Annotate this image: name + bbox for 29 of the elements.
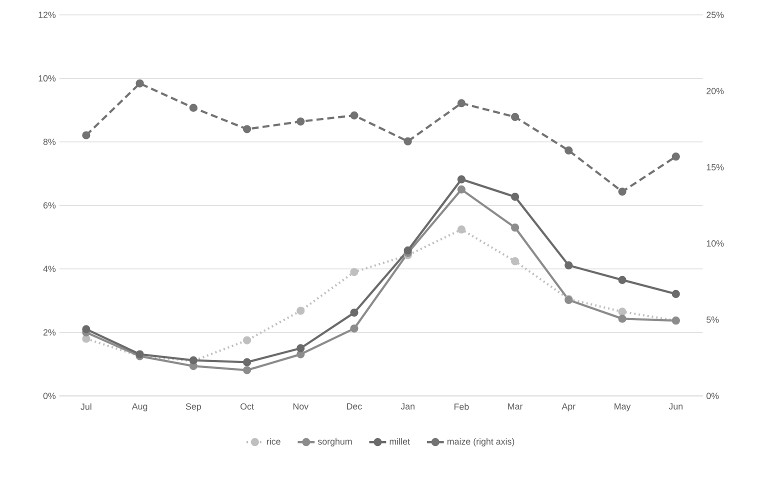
y-tick-label: 6%	[43, 202, 56, 209]
legend-label: sorghum	[318, 438, 352, 446]
y-tick-label: 0%	[43, 392, 56, 400]
y-tick-label: 4%	[43, 266, 56, 272]
y-tick-label: 12%	[38, 12, 56, 18]
x-tick-label: Jul	[80, 403, 92, 410]
x-tick-label: Nov	[293, 403, 309, 410]
x-tick-label: Aug	[132, 403, 148, 412]
x-tick-label: Jan	[400, 403, 414, 410]
legend-label: rice	[267, 438, 280, 445]
x-tick-label: Sep	[186, 403, 201, 412]
y-tick-label: 8%	[43, 138, 56, 146]
y2-tick-label: 15%	[706, 164, 724, 170]
legend-label: maize (right axis)	[447, 438, 514, 446]
x-tick-label: Apr	[562, 403, 576, 412]
y2-tick-label: 0%	[706, 392, 719, 400]
x-tick-label: Dec	[347, 403, 362, 410]
y2-tick-label: 10%	[706, 240, 724, 247]
x-tick-label: Oct	[240, 403, 254, 410]
x-tick-label: May	[614, 403, 631, 412]
x-tick-label: Feb	[454, 403, 469, 410]
x-tick-label: Jun	[668, 403, 682, 410]
y2-tick-label: 5%	[706, 316, 719, 323]
y-tick-label: 10%	[38, 75, 56, 82]
y-tick-label: 2%	[43, 329, 56, 336]
x-tick-label: Mar	[508, 403, 523, 410]
y2-tick-label: 20%	[706, 88, 724, 94]
legend-label: millet	[390, 438, 410, 445]
y2-tick-label: 25%	[706, 12, 724, 18]
